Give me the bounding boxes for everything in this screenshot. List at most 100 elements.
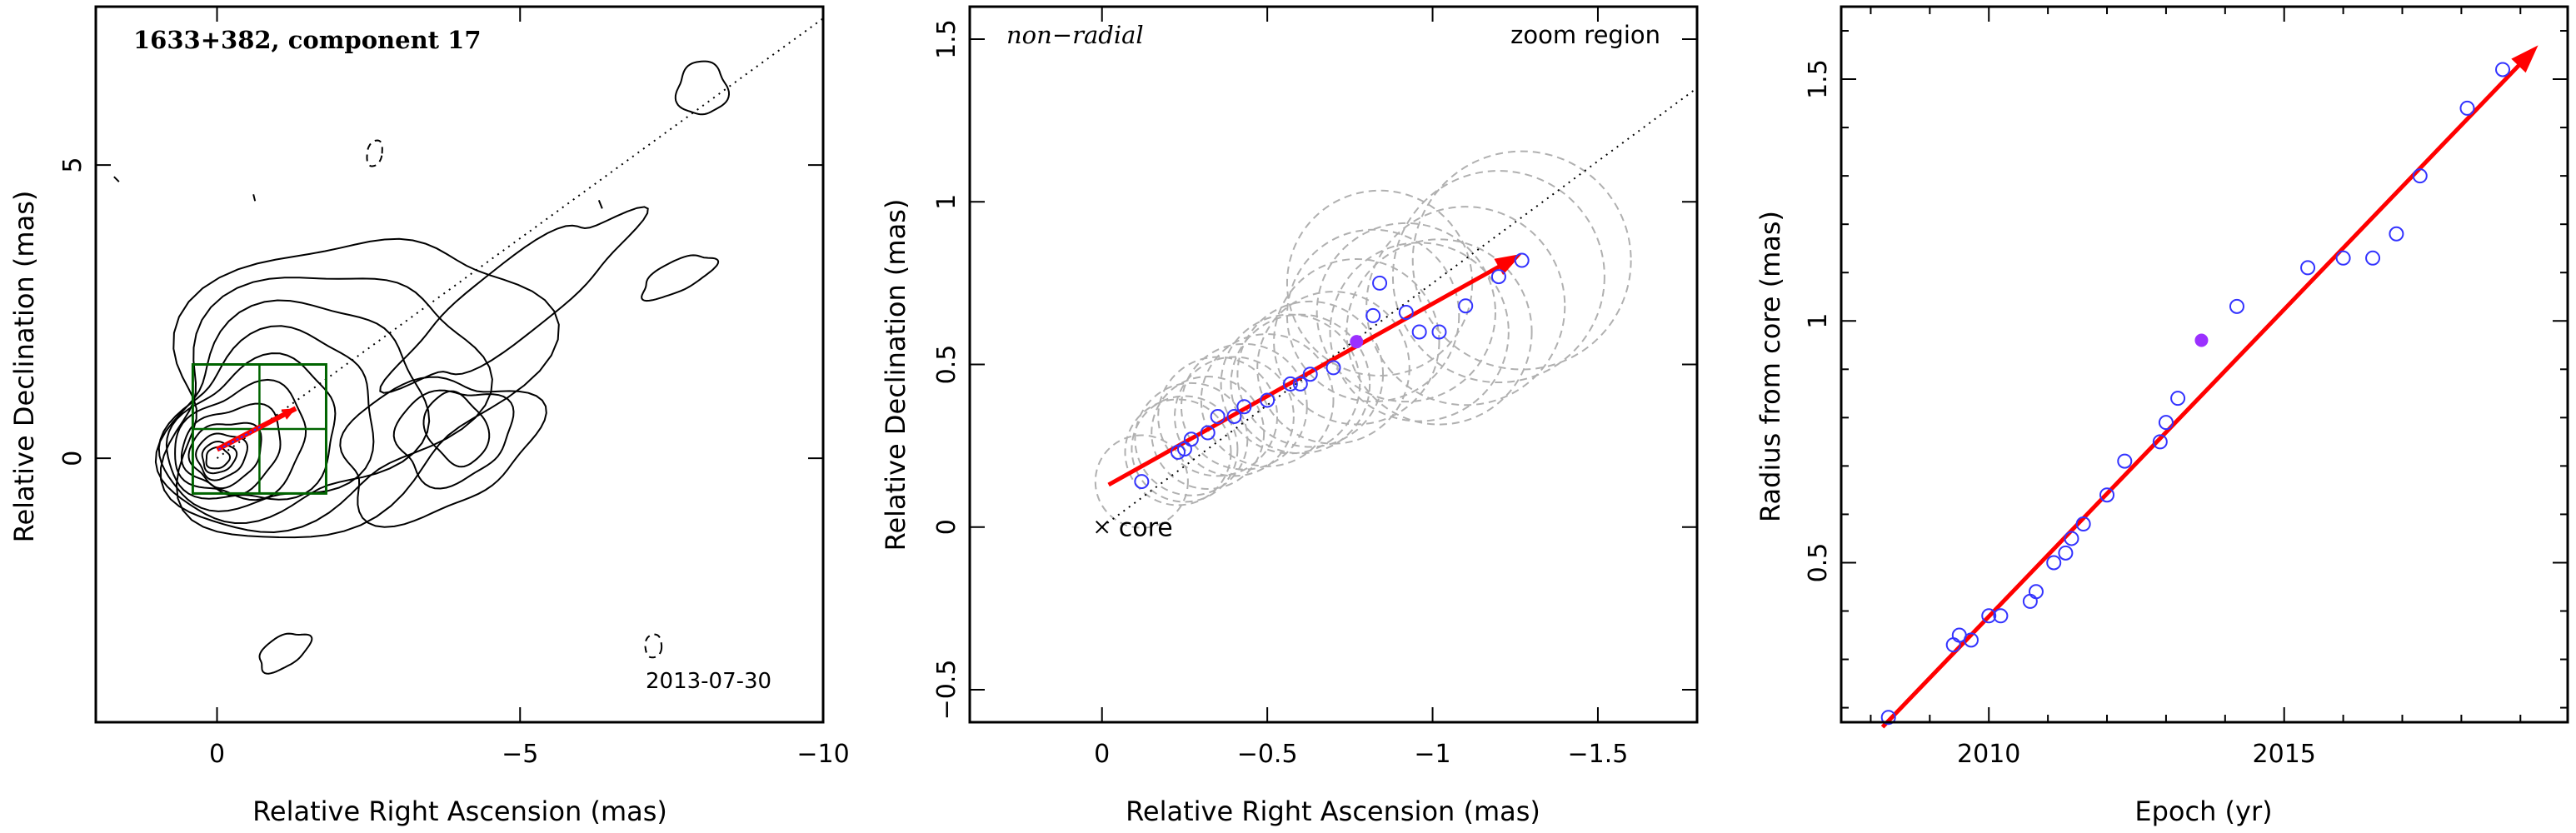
component-position-point	[1490, 269, 1506, 285]
fit-arrow-head	[2511, 45, 2539, 73]
component-size-circle	[1365, 206, 1566, 407]
panel-zoom-region: core non−radial zoom region Relative Rig…	[880, 5, 1699, 827]
radius-point	[1880, 710, 1896, 726]
contour-ytick-label: 0	[58, 451, 87, 466]
component-size-circle	[1411, 150, 1632, 371]
radius-frame	[1840, 5, 2569, 724]
contour-negative	[366, 139, 383, 167]
component-position-point	[1134, 474, 1150, 490]
radius-point	[2170, 391, 2186, 407]
zoom-x-axis-label: Relative Right Ascension (mas)	[1126, 796, 1540, 827]
contour-core-level	[201, 440, 238, 475]
radius-ytick-label: 1.5	[1804, 59, 1833, 99]
contour-tick-labels: 0 −5 −10 0 5	[58, 157, 850, 769]
component-position-point	[1365, 307, 1381, 323]
radius-point	[2117, 453, 2133, 469]
radius-point	[2389, 226, 2404, 242]
contour-jet-upper	[379, 206, 649, 394]
zoom-xtick-label: −1.5	[1568, 740, 1629, 769]
zoom-xtick-label: −1	[1414, 740, 1450, 769]
contour-title: 1633+382, component 17	[133, 26, 482, 54]
zoom-xtick-label: 0	[1094, 740, 1110, 769]
radius-point	[2099, 487, 2115, 503]
component-size-circle	[1286, 228, 1460, 403]
radius-ytick-label: 0.5	[1804, 543, 1833, 583]
component-position-point	[1431, 324, 1447, 340]
component-position-point	[1200, 425, 1216, 441]
zoom-ytick-label: 0.5	[932, 345, 961, 385]
contour-core-level	[159, 277, 493, 534]
radius-point	[1963, 632, 1979, 648]
component-size-circle	[1256, 291, 1410, 445]
component-size-circle	[1236, 300, 1385, 448]
component-size-circle	[1180, 342, 1308, 471]
component-size-circle	[1391, 170, 1605, 384]
radius-point	[2459, 100, 2475, 116]
zoom-ytick-label: −0.5	[932, 660, 961, 721]
component-position-point	[1292, 376, 1308, 392]
component-position-point	[1183, 431, 1199, 447]
component-position-point	[1458, 298, 1474, 314]
contour-island-bottom	[258, 632, 313, 675]
component-size-circles	[1094, 150, 1632, 529]
fit-arrow-shaft	[1107, 259, 1510, 487]
radius-y-axis-label: Radius from core (mas)	[1755, 211, 1786, 522]
radius-point	[2335, 250, 2351, 266]
radius-point	[2022, 593, 2038, 609]
contour-speck	[252, 194, 257, 202]
radius-xtick-label: 2010	[1957, 740, 2020, 769]
radius-point	[1945, 637, 1961, 653]
zoom-ytick-label: 1	[932, 194, 961, 210]
radius-point	[2495, 62, 2511, 77]
contour-xtick-label: −5	[502, 740, 538, 769]
contour-plot-area	[94, 5, 825, 724]
component-size-circle	[1094, 434, 1189, 529]
radius-xtick-label: 2015	[2253, 740, 2316, 769]
zoom-frame	[968, 5, 1699, 724]
component-position-point	[1236, 399, 1252, 415]
radius-point	[1993, 608, 2009, 624]
component-size-circle	[1200, 333, 1335, 467]
component-position-point	[1302, 367, 1318, 382]
component-position-point	[1411, 324, 1427, 340]
radius-point	[2365, 250, 2381, 266]
contour-jet-inner	[422, 390, 491, 468]
component-position-point	[1260, 392, 1276, 408]
radius-point	[2028, 584, 2044, 600]
radius-ytick-label: 1	[1804, 313, 1833, 329]
radius-point	[2412, 168, 2428, 184]
contour-core-level	[157, 325, 375, 512]
component-size-circle	[1329, 242, 1510, 422]
radius-point	[2046, 555, 2062, 571]
fit-line	[1880, 57, 2528, 729]
contour-core-level	[180, 402, 282, 496]
zoom-ytick-label: 1.5	[932, 19, 961, 59]
component-size-circle	[1174, 356, 1295, 477]
component-size-circle	[1286, 189, 1474, 377]
panel-contour-map: 1633+382, component 17 2013-07-30 Relati…	[8, 5, 850, 827]
radius-point	[2058, 545, 2074, 561]
zoom-ytick-label: 0	[932, 519, 961, 535]
component-position-point-filled	[1350, 335, 1364, 349]
zoom-plot-area: core	[968, 5, 1699, 724]
radius-x-axis-label: Epoch (yr)	[2134, 796, 2272, 827]
contour-core-level	[187, 421, 262, 490]
contour-core-level	[195, 432, 249, 481]
zoom-y-axis-label: Relative Declination (mas)	[880, 199, 911, 551]
contour-jet-outer	[339, 376, 547, 528]
core-label: core	[1119, 514, 1173, 543]
contour-xtick-label: −10	[796, 740, 849, 769]
component-size-circle	[1131, 395, 1239, 503]
component-arrow-head	[281, 408, 297, 420]
radius-point	[2064, 531, 2079, 546]
component-size-circle	[1124, 398, 1232, 506]
zoom-tick-labels: 0 −0.5 −1 −1.5 −0.5 0 0.5 1 1.5	[932, 19, 1628, 769]
component-arrow-shaft	[216, 406, 297, 452]
component-position-point	[1398, 305, 1414, 321]
epoch-label: 2013-07-30	[646, 669, 771, 694]
component-position-point	[1210, 408, 1226, 424]
radius-point	[2075, 516, 2091, 532]
jet-direction-line	[216, 17, 824, 459]
radius-point-filled	[2194, 333, 2209, 347]
core-marker	[1096, 521, 1109, 534]
